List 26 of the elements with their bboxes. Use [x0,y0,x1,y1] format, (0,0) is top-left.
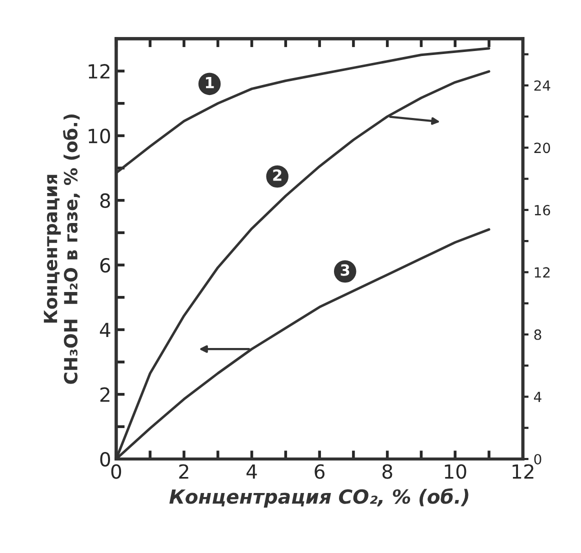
y-tick-label: 10 [88,128,110,144]
y-tick-label: 0 [100,452,110,467]
series-label: 1 [206,77,214,88]
x-tick-label: 2 [179,464,188,479]
y2-tick-label: 0 [534,454,542,464]
y-tick-label: 12 [88,64,110,78]
x-tick-label: 4 [246,464,257,479]
y-tick-label: 6 [100,258,110,273]
y2-tick-label: 16 [534,204,550,216]
y2-tick-label: 12 [534,267,550,278]
x-tick-label: 6 [314,464,325,479]
y2-tick-label: 24 [534,80,550,91]
y2-tick-label: 20 [534,142,550,154]
x-tick-label: 12 [512,464,534,479]
x-tick-label: 10 [444,464,466,479]
series-label: 2 [273,169,282,181]
x-axis-title: Концентрация CO₂, % (об.) [169,488,468,508]
y2-tick-label: 8 [534,329,542,340]
x-tick-label: 0 [111,464,122,479]
y-tick-label: 2 [100,387,110,402]
y2-tick-label: 4 [534,392,542,402]
y-axis-title: Концентрация CH₃OH H₂O в газе, % (об.) [44,114,80,384]
series-label: 3 [340,264,350,276]
y-tick-label: 8 [100,193,110,208]
y-tick-label: 4 [100,322,110,338]
x-tick-label: 8 [382,464,392,479]
